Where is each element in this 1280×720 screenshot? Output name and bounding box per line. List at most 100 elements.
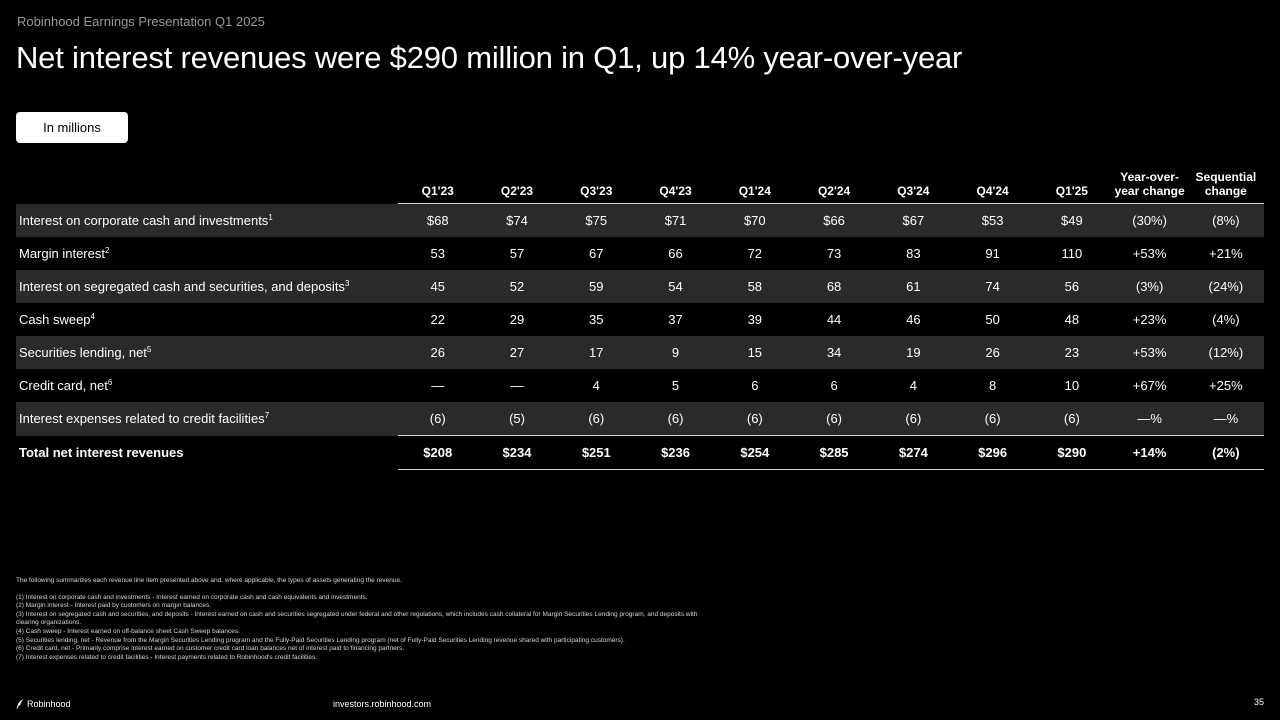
- total-yoy-change: +14%: [1111, 435, 1188, 470]
- table-row: Securities lending, net5 26 27 17 9 15 34 19 26 2…: [16, 336, 1264, 369]
- footnote-item: (5) Securities lending, net - Revenue fr…: [16, 636, 625, 644]
- total-cell: $208: [398, 435, 478, 470]
- sequential-column-header-line: change: [1204, 184, 1247, 198]
- yoy-column-header: Year-over-year change: [1111, 160, 1188, 204]
- row-label: Credit card, net6: [16, 369, 398, 402]
- table-cell: 29: [509, 312, 525, 327]
- row-label-text: Securities lending, net: [19, 345, 147, 360]
- table-cell: (6): [873, 402, 953, 436]
- total-label: Total net interest revenues: [19, 445, 184, 460]
- table-cell: (6): [794, 402, 874, 436]
- footnote-item: (6) Credit card, net - Primarily compris…: [16, 645, 405, 653]
- table-row: Interest on corporate cash and investmen…: [16, 203, 1264, 237]
- table-cell: $71: [635, 203, 716, 237]
- footnote-item: (7) Interest expenses related to credit …: [16, 653, 318, 661]
- footnote-list: (1) Interest on corporate cash and inves…: [16, 594, 716, 663]
- table-cell: (6): [1032, 402, 1112, 436]
- column-header: Q3'23: [556, 160, 636, 204]
- table-cell: 23: [1032, 336, 1112, 369]
- table-cell: 17: [556, 336, 636, 369]
- footnote-marker: 3: [344, 279, 350, 288]
- table-cell: 83: [906, 246, 921, 261]
- table-cell: 110: [1061, 246, 1083, 261]
- yoy-change-cell: +23%: [1132, 312, 1167, 327]
- total-cell: $254: [715, 435, 795, 470]
- sequential-column-header-line: Sequential: [1195, 170, 1257, 184]
- table-cell: 8: [988, 378, 997, 393]
- row-label-text: Interest expenses related to credit faci…: [19, 411, 265, 427]
- yoy-column-header-line: Year-over-: [1120, 170, 1179, 184]
- table-cell: 19: [873, 336, 953, 369]
- table-row: Margin interest2 53 57 67 66 72 73 83 91 110 +53% +…: [16, 237, 1264, 270]
- table-cell: 91: [985, 246, 1000, 261]
- table-cell: 9: [635, 336, 716, 369]
- column-header: Q3'24: [873, 160, 953, 204]
- table-cell: (6): [556, 402, 636, 436]
- sequential-change-cell: (24%): [1187, 270, 1264, 303]
- table-cell: $66: [794, 203, 874, 237]
- column-header: Q1'25: [1032, 160, 1112, 204]
- total-cell: $290: [1032, 435, 1112, 470]
- total-cell: $234: [477, 435, 557, 470]
- table-cell: 44: [826, 312, 842, 327]
- table-cell: 37: [668, 312, 683, 327]
- table-cell: 48: [1064, 312, 1080, 327]
- table-cell: $67: [873, 203, 953, 237]
- row-label-text: Interest on corporate cash and investmen…: [19, 212, 269, 228]
- footnote-item: (4) Cash sweep - Interest earned on off-…: [16, 627, 240, 635]
- table-cell: 15: [715, 336, 795, 369]
- sequential-change-cell: (8%): [1187, 203, 1264, 237]
- row-label: Cash sweep4: [16, 303, 398, 336]
- units-badge: In millions: [16, 112, 128, 143]
- yoy-column-header-line: year change: [1114, 184, 1185, 198]
- column-header: Q1'24: [715, 160, 795, 204]
- table-row: Interest expenses related to credit faci…: [16, 402, 1264, 436]
- investor-site-url[interactable]: investors.robinhood.com: [333, 699, 432, 709]
- column-header: Q2'23: [477, 160, 557, 204]
- sequential-column-header: Sequential change: [1187, 160, 1264, 204]
- logo-wordmark: Robinhood: [27, 699, 71, 709]
- table-cell: 61: [873, 270, 953, 303]
- footnote-marker: 5: [146, 345, 152, 354]
- table-cell: 35: [589, 312, 604, 327]
- table-cell: 72: [747, 246, 763, 261]
- row-label-text: Margin interest: [19, 246, 105, 261]
- table-cell: 4: [909, 378, 917, 393]
- table-cell: $74: [477, 203, 557, 237]
- robinhood-logo: Robinhood: [16, 699, 71, 709]
- table-cell: 22: [430, 312, 445, 327]
- table-cell: 6: [830, 378, 838, 393]
- table-row: Cash sweep4 22 29 35 37 39 44 46 50 48 +23% (4%): [16, 303, 1264, 336]
- yoy-change-cell: +53%: [1111, 336, 1188, 369]
- footnote-marker: 7: [264, 411, 270, 421]
- row-label-text: Cash sweep: [19, 312, 91, 327]
- sequential-change-cell: (12%): [1187, 336, 1264, 369]
- table-cell: —: [431, 378, 445, 393]
- table-cell: $53: [952, 203, 1033, 237]
- column-header: Q4'23: [635, 160, 716, 204]
- yoy-change-cell: +67%: [1132, 378, 1167, 393]
- footnote-item: (2) Margin interest - Interest paid by c…: [16, 602, 212, 610]
- column-header: Q2'24: [794, 160, 874, 204]
- footnotes: The following summarizes each revenue li…: [16, 577, 716, 662]
- table-cell: $70: [715, 203, 795, 237]
- footnote-marker: 1: [268, 212, 273, 222]
- footnote-marker: 2: [104, 246, 110, 255]
- table-row: Interest on segregated cash and securiti…: [16, 270, 1264, 303]
- table-cell: —: [510, 378, 524, 393]
- table-cell: 6: [751, 378, 759, 393]
- yoy-change-cell: (30%): [1111, 203, 1188, 237]
- table-cell: 10: [1064, 378, 1080, 393]
- table-cell: 74: [952, 270, 1033, 303]
- total-cell: $285: [794, 435, 874, 470]
- column-header: Q4'24: [952, 160, 1033, 204]
- table-cell: 57: [509, 246, 525, 261]
- row-label-text: Credit card, net: [19, 378, 108, 393]
- footnote-item: (3) Interest on segregated cash and secu…: [16, 610, 698, 627]
- page-title: Net interest revenues were $290 million …: [16, 40, 963, 75]
- table-cell: 58: [715, 270, 795, 303]
- table-cell: 73: [826, 246, 842, 261]
- sequential-change-cell: +25%: [1209, 378, 1243, 393]
- footnote-marker: 4: [90, 312, 95, 321]
- table-cell: (6): [952, 402, 1033, 436]
